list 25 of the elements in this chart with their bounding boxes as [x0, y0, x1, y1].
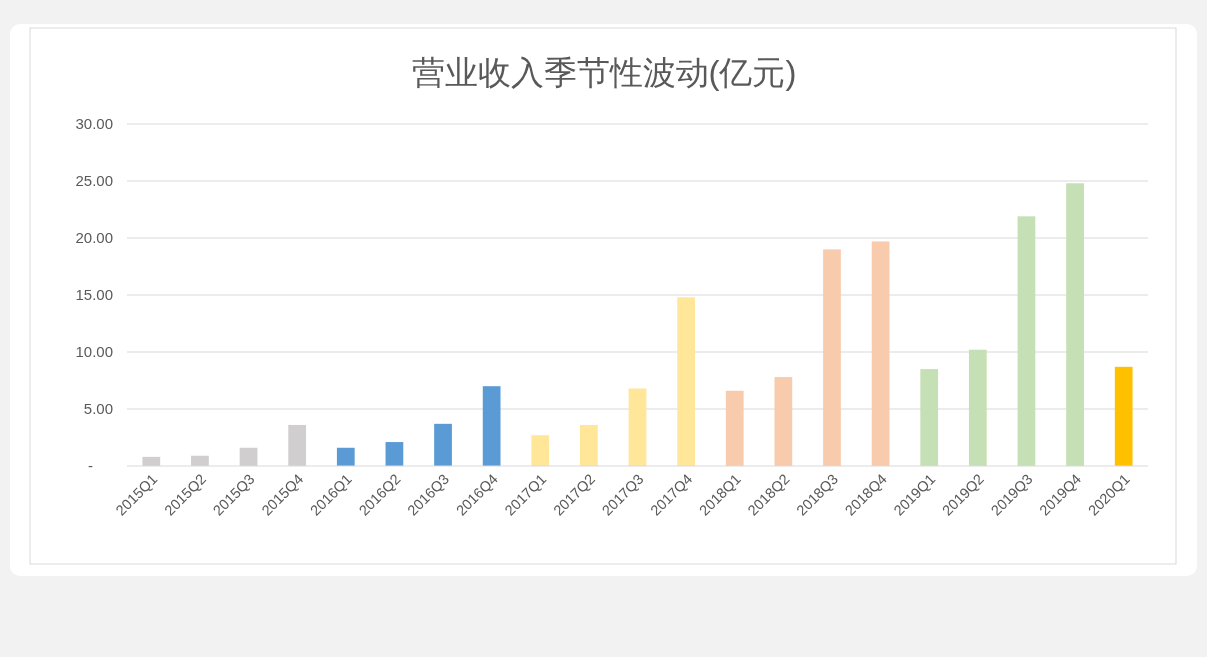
bar: [482, 386, 501, 466]
bar: [920, 369, 939, 466]
bar: [725, 390, 744, 466]
bar: [434, 423, 452, 466]
y-tick-label: 5.00: [83, 400, 113, 417]
bar: [1017, 216, 1036, 466]
bar: [677, 297, 695, 466]
y-tick-label: 25.00: [75, 172, 113, 189]
y-tick-label: 30.00: [75, 115, 113, 132]
y-tick-label: 10.00: [75, 343, 113, 360]
bar: [385, 442, 404, 466]
bar: [628, 388, 647, 466]
y-tick-label: 20.00: [75, 229, 113, 246]
bar: [871, 241, 890, 466]
bar: [580, 424, 598, 466]
y-tick-label: -: [88, 457, 93, 474]
bar: [1114, 366, 1133, 466]
y-tick-label: 15.00: [75, 286, 113, 303]
bar: [968, 349, 987, 466]
bar: [774, 377, 793, 466]
chart-title: 营业收入季节性波动(亿元): [411, 54, 797, 91]
bar: [531, 435, 550, 466]
bar: [823, 249, 841, 466]
bar: [1066, 183, 1084, 466]
bar: [336, 447, 355, 466]
